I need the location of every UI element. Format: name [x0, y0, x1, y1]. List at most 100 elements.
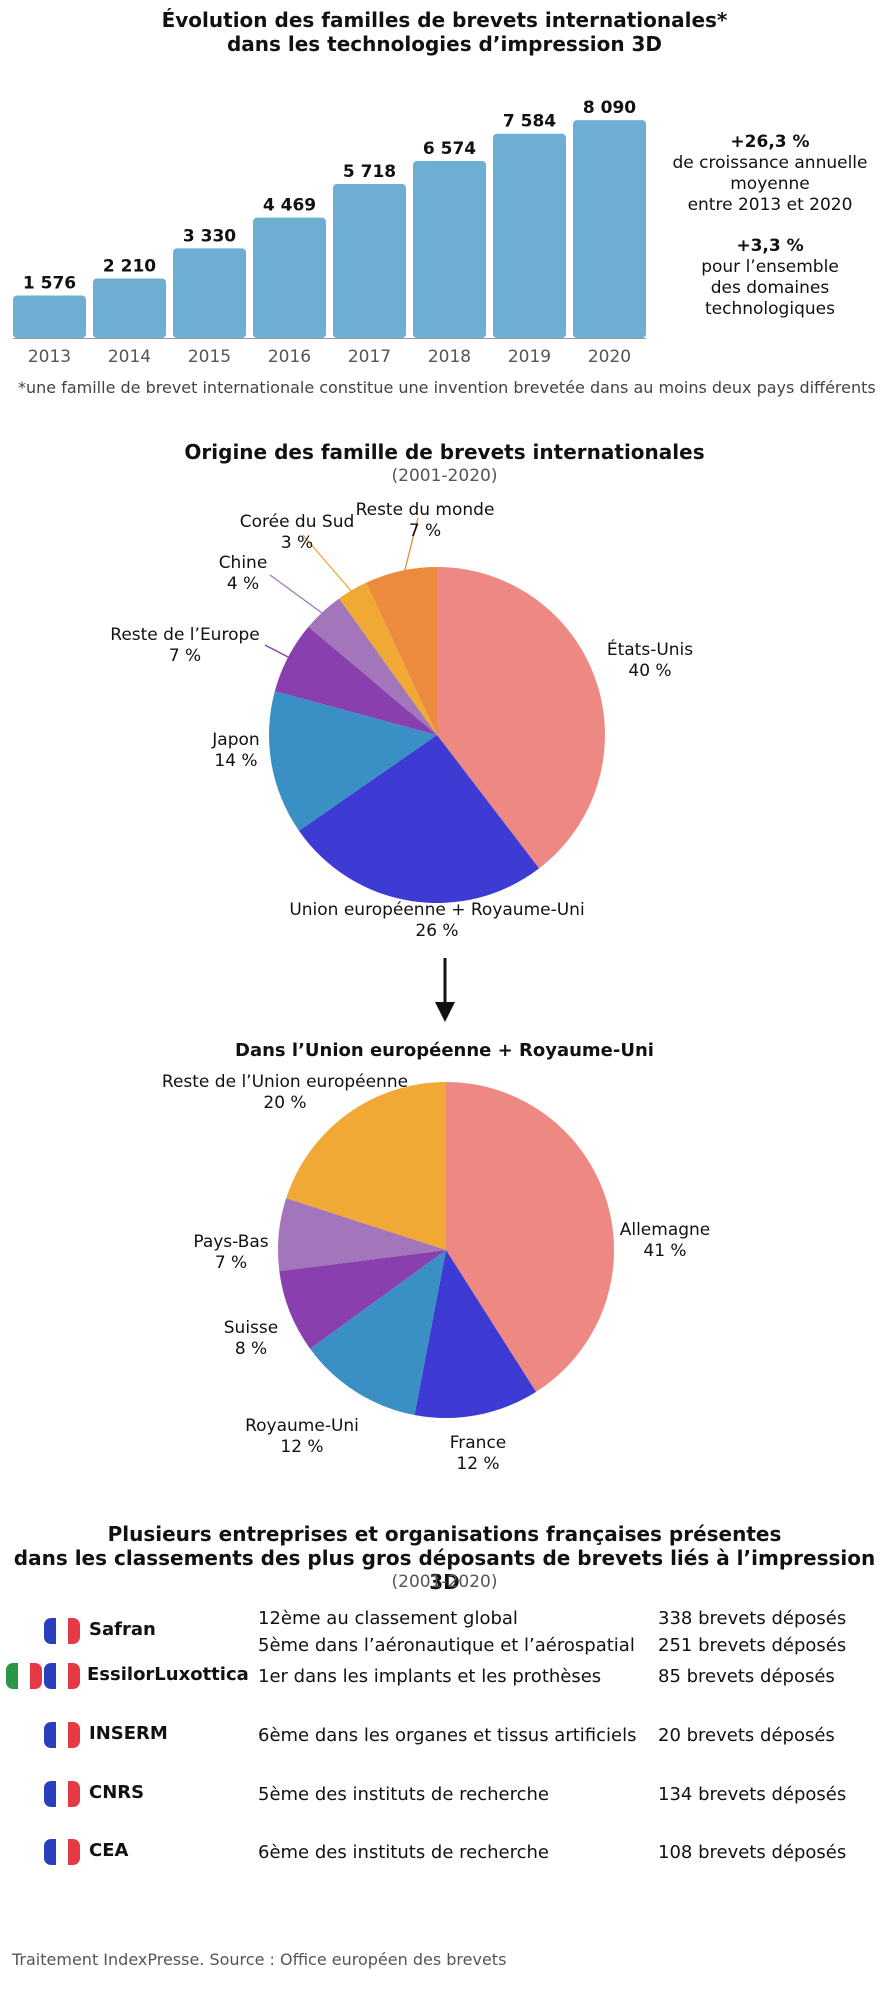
- pie1-subtitle: (2001-2020): [391, 466, 498, 486]
- ranking-text: 6ème dans les organes et tissus artifici…: [258, 1725, 637, 1746]
- bar-2017: [333, 184, 406, 338]
- footnote: *une famille de brevet internationale co…: [18, 378, 876, 397]
- pie-percent-label: 26 %: [415, 921, 458, 941]
- pie-slice-reste-de-l-union-européenne: [286, 1082, 446, 1250]
- x-tick-label: 2017: [348, 347, 391, 367]
- pie-percent-label: 7 %: [409, 521, 441, 541]
- pie-label: France: [450, 1433, 507, 1453]
- italy-flag-icon: [6, 1663, 42, 1689]
- bar-value-label: 3 330: [183, 226, 236, 246]
- pie-slice-pays-bas: [277, 1198, 446, 1272]
- x-tick-label: 2013: [28, 347, 71, 367]
- pie-label: Reste de l’Union européenne: [162, 1072, 408, 1092]
- pie-label: Pays-Bas: [193, 1232, 268, 1252]
- patent-count: 251 brevets déposés: [658, 1635, 847, 1656]
- table-title-line1: Plusieurs entreprises et organisations f…: [107, 1522, 782, 1546]
- pie-percent-label: 8 %: [235, 1339, 267, 1359]
- bar-value-label: 1 576: [23, 274, 76, 294]
- bar-value-label: 8 090: [583, 98, 636, 118]
- table-title-line2: dans les classements des plus gros dépos…: [13, 1546, 876, 1594]
- bar-2020: [573, 120, 646, 339]
- bar-2014: [93, 278, 166, 338]
- pie-percent-label: 7 %: [215, 1253, 247, 1273]
- bar-2019: [493, 133, 566, 338]
- pie-label: Suisse: [224, 1318, 278, 1338]
- x-tick-label: 2016: [268, 347, 311, 367]
- pie-percent-label: 7 %: [169, 646, 201, 666]
- france-flag-icon: [44, 1781, 80, 1807]
- pie-slice-union-européenne-royaume-uni: [298, 735, 540, 903]
- stat-growth-line3: entre 2013 et 2020: [687, 195, 853, 215]
- pie-percent-label: 14 %: [214, 751, 257, 771]
- source-footer: Traitement IndexPresse. Source : Office …: [12, 1950, 507, 1969]
- pie-slice-japon: [269, 691, 437, 831]
- organization-name: INSERM: [89, 1723, 168, 1744]
- bar-value-label: 4 469: [263, 196, 316, 216]
- stat-growth-value: +26,3 %: [730, 132, 810, 152]
- bar-2013: [13, 295, 86, 338]
- pie-label: Union européenne + Royaume-Uni: [289, 900, 584, 920]
- x-tick-label: 2018: [428, 347, 471, 367]
- pie-percent-label: 40 %: [628, 661, 671, 681]
- bar-value-label: 6 574: [423, 139, 476, 159]
- label-leader-line: [264, 644, 296, 662]
- stat-all-domains-line1: pour l’ensemble: [701, 257, 839, 277]
- ranking-text: 12ème au classement global: [258, 1608, 518, 1629]
- pie2-title: Dans l’Union européenne + Royaume-Uni: [235, 1040, 654, 1061]
- label-leader-line: [302, 534, 357, 598]
- patent-count: 20 brevets déposés: [658, 1725, 835, 1746]
- france-flag-icon: [44, 1839, 80, 1865]
- bar-value-label: 2 210: [103, 256, 156, 276]
- x-tick-label: 2014: [108, 347, 151, 367]
- ranking-text: 1er dans les implants et les prothèses: [258, 1666, 602, 1687]
- table-title: Plusieurs entreprises et organisations f…: [0, 1522, 889, 1594]
- organization-name: Safran: [89, 1619, 156, 1640]
- bar-chart: 1 576 2013 2 210 2014 3 330 2015 4 469 2016 5 71…: [13, 98, 646, 367]
- patent-count: 134 brevets déposés: [658, 1784, 847, 1805]
- bar-chart-title-line1: Évolution des familles de brevets intern…: [161, 8, 728, 32]
- label-leader-line: [401, 517, 419, 580]
- organization-name: CNRS: [89, 1782, 145, 1803]
- label-leader-line: [269, 574, 330, 619]
- france-flag-icon: [44, 1618, 80, 1644]
- table-subtitle: (2001-2020): [391, 1572, 498, 1592]
- pie-percent-label: 12 %: [280, 1437, 323, 1457]
- pie-label: États-Unis: [607, 638, 693, 660]
- x-tick-label: 2019: [508, 347, 551, 367]
- bar-value-label: 5 718: [343, 162, 396, 182]
- down-arrow-icon: [435, 958, 455, 1022]
- organization-name: EssilorLuxottica: [87, 1664, 249, 1685]
- france-flag-icon: [44, 1722, 80, 1748]
- pie-label: Japon: [211, 730, 259, 750]
- stat-all-domains-value: +3,3 %: [736, 236, 804, 256]
- france-flag-icon: [44, 1663, 80, 1689]
- stat-growth: +26,3 % de croissance annuelle moyenne e…: [660, 132, 880, 216]
- ranking-text: 5ème des instituts de recherche: [258, 1784, 549, 1805]
- pie-percent-label: 3 %: [281, 533, 313, 553]
- pie-slice-corée-du-sud: [339, 582, 437, 735]
- bar-2015: [173, 248, 246, 338]
- stat-all-domains-line3: technologiques: [705, 299, 835, 319]
- x-tick-label: 2015: [188, 347, 231, 367]
- pie-slice-royaume-uni: [310, 1250, 446, 1416]
- pie-slice-reste-du-monde: [366, 567, 437, 735]
- pie-percent-label: 12 %: [456, 1454, 499, 1474]
- pie-label: Corée du Sud: [240, 512, 355, 532]
- pie-slice-suisse: [279, 1250, 446, 1349]
- stat-growth-line2: moyenne: [730, 174, 810, 194]
- x-tick-label: 2020: [588, 347, 631, 367]
- pie-percent-label: 41 %: [643, 1241, 686, 1261]
- bar-2018: [413, 160, 486, 338]
- ranking-text: 5ème dans l’aéronautique et l’aérospatia…: [258, 1635, 635, 1656]
- pie-label: Royaume-Uni: [245, 1416, 359, 1436]
- stat-growth-line1: de croissance annuelle: [672, 153, 868, 173]
- bar-2016: [253, 217, 326, 338]
- pie1-title: Origine des famille de brevets internati…: [184, 440, 705, 464]
- bar-value-label: 7 584: [503, 112, 556, 132]
- pie-percent-label: 4 %: [227, 574, 259, 594]
- pie-slice-chine: [308, 598, 437, 735]
- pie-label: Chine: [219, 553, 268, 573]
- stat-all-domains-line2: des domaines: [710, 278, 830, 298]
